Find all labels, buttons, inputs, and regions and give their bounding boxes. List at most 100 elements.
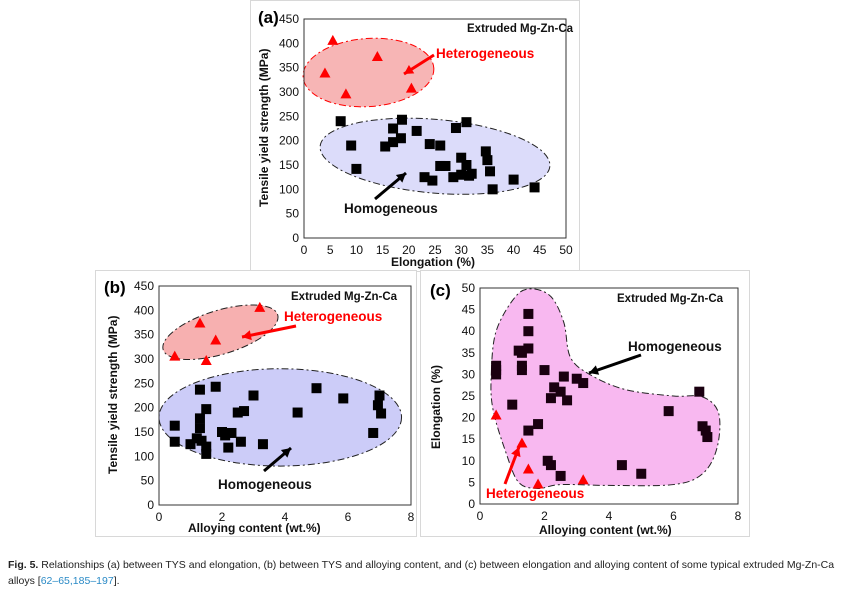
heterogeneous-arrow-head — [242, 330, 252, 341]
caption-text: Relationships (a) between TYS and elonga… — [8, 559, 835, 587]
homogeneous-point — [545, 460, 556, 471]
x-tick-label: 35 — [481, 243, 495, 257]
x-axis-label: Elongation (%) — [391, 255, 475, 269]
homogeneous-point — [395, 133, 406, 144]
chart-b: 0 50 100 150 200 250 300 350 400 450 0 2 4 6 8 — [134, 279, 415, 524]
y-tick-label: 350 — [279, 61, 299, 75]
y-tick-label: 50 — [286, 207, 300, 221]
homogeneous-point — [448, 172, 459, 183]
homogeneous-point — [396, 114, 407, 125]
annotation: Extruded Mg-Zn-Ca — [617, 293, 724, 305]
heterogeneous-point — [169, 350, 181, 361]
homogeneous-point — [196, 435, 207, 446]
x-tick-label: 2 — [541, 509, 548, 523]
chart-a: 0 50 100 150 200 250 300 350 400 450 0 5 10 15 20 25 30 3… — [279, 12, 573, 257]
homogeneous-point — [232, 407, 243, 418]
homogeneous-point — [549, 382, 560, 393]
heterogeneous-region — [162, 304, 279, 361]
homogeneous-point — [210, 381, 221, 392]
homogeneous-point — [663, 406, 674, 417]
homogeneous-point — [578, 378, 589, 389]
x-tick-label: 2 — [219, 510, 226, 524]
homogeneous-point — [169, 420, 180, 431]
y-tick-label: 5 — [468, 475, 475, 489]
homogeneous-point — [368, 427, 379, 438]
homogeneous-point — [372, 400, 383, 411]
homogeneous-point — [435, 160, 446, 171]
y-tick-label: 40 — [462, 324, 476, 338]
y-tick-label: 35 — [462, 346, 476, 360]
heterogeneous-label: Heterogeneous — [486, 486, 585, 501]
homogeneous-region — [158, 368, 403, 467]
homogeneous-point — [424, 139, 435, 150]
caption-references[interactable]: 62–65,185–197 — [40, 575, 114, 587]
x-tick-label: 20 — [402, 243, 416, 257]
homogeneous-point — [338, 393, 349, 404]
y-tick-label: 10 — [462, 454, 476, 468]
homogeneous-point — [292, 407, 303, 418]
heterogeneous-point — [210, 334, 222, 345]
homogeneous-point — [450, 123, 461, 134]
figure-label: Fig. 5. — [8, 559, 39, 571]
homogeneous-point — [388, 137, 399, 148]
heterogeneous-point — [254, 301, 266, 312]
homogeneous-point — [487, 184, 498, 195]
x-axis-label: Alloying content (wt.%) — [539, 523, 672, 537]
x-axis-label: Alloying content (wt.%) — [188, 521, 321, 535]
y-axis-label: Tensile yield strength (MPa) — [257, 48, 271, 207]
y-tick-label: 100 — [134, 449, 154, 463]
homogeneous-point — [456, 152, 467, 163]
homogeneous-point — [351, 163, 362, 174]
x-tick-label: 4 — [606, 509, 613, 523]
heterogeneous-point — [371, 50, 383, 61]
heterogeneous-point — [200, 354, 212, 365]
y-tick-label: 0 — [468, 497, 475, 511]
x-tick-label: 45 — [533, 243, 547, 257]
homogeneous-point — [523, 425, 534, 436]
homogeneous-point — [480, 146, 491, 157]
heterogeneous-point — [327, 34, 339, 45]
panel-label: (c) — [430, 281, 451, 300]
heterogeneous-region — [302, 37, 435, 108]
heterogeneous-point — [194, 317, 206, 328]
y-tick-label: 25 — [462, 389, 476, 403]
y-tick-label: 30 — [462, 367, 476, 381]
homogeneous-point — [194, 384, 205, 395]
homogeneous-point — [555, 470, 566, 481]
homogeneous-point — [374, 390, 385, 401]
homogeneous-point — [235, 436, 246, 447]
figure-caption: Fig. 5. Relationships (a) between TYS an… — [8, 557, 838, 589]
y-tick-label: 45 — [462, 303, 476, 317]
homogeneous-point — [248, 390, 259, 401]
annotation: Extruded Mg-Zn-Ca — [467, 23, 574, 35]
homogeneous-region — [490, 288, 721, 489]
homogeneous-point — [311, 383, 322, 394]
y-tick-label: 150 — [134, 425, 154, 439]
heterogeneous-point — [319, 67, 331, 78]
homogeneous-arrow-head — [589, 365, 600, 375]
panel-label: (b) — [104, 278, 126, 297]
y-tick-label: 50 — [141, 474, 155, 488]
y-tick-label: 450 — [134, 279, 154, 293]
homogeneous-point — [194, 423, 205, 434]
homogeneous-point — [508, 174, 519, 185]
homogeneous-point — [491, 369, 502, 380]
homogeneous-point — [456, 169, 467, 180]
heterogeneous-label: Heterogeneous — [284, 309, 383, 324]
homogeneous-point — [523, 326, 534, 337]
x-tick-label: 4 — [282, 510, 289, 524]
panel-label: (a) — [258, 8, 279, 27]
y-tick-label: 100 — [279, 182, 299, 196]
homogeneous-point — [257, 439, 268, 450]
panel-a: 0 50 100 150 200 250 300 350 400 450 0 5 10 15 20 25 30 3… — [250, 0, 580, 272]
y-tick-label: 200 — [279, 134, 299, 148]
heterogeneous-point — [490, 409, 502, 420]
homogeneous-point — [702, 432, 713, 443]
plot-frame — [158, 285, 412, 506]
heterogeneous-arrow-head — [511, 447, 521, 458]
homogeneous-point — [529, 182, 540, 193]
y-tick-label: 150 — [279, 158, 299, 172]
homogeneous-point — [223, 442, 234, 453]
panel-b: 0 50 100 150 200 250 300 350 400 450 0 2 4 6 8 (b) Ext… — [95, 270, 417, 537]
caption-end: ]. — [113, 575, 120, 587]
